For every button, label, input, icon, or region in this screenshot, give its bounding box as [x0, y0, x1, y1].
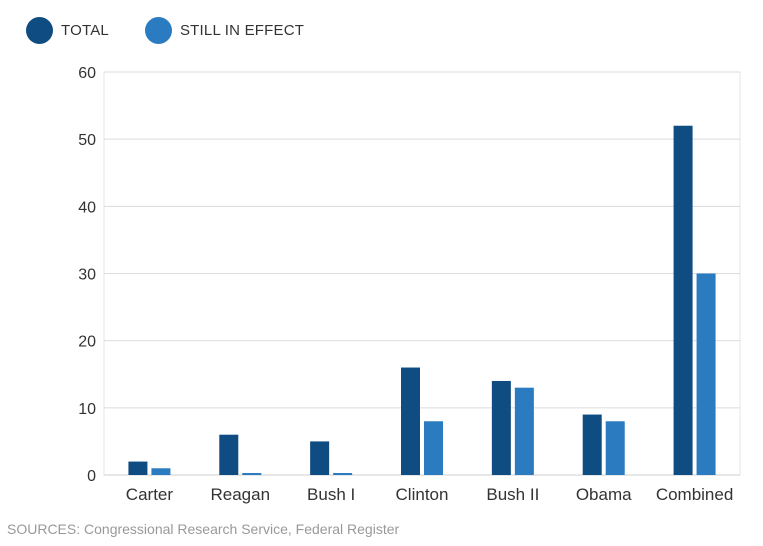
- y-tick-label: 30: [78, 267, 96, 284]
- bar-still-in-effect-bush-i: [333, 473, 353, 475]
- bar-chart: 0 10 20 30 40 50 60 Carter Reagan Bush I Clinton Bu…: [78, 65, 741, 504]
- x-tick-label: Reagan: [211, 485, 271, 504]
- bar-still-in-effect-carter: [151, 468, 171, 475]
- chart-legend: TOTAL STILL IN EFFECT: [26, 17, 340, 44]
- bar-total-reagan: [219, 434, 239, 475]
- x-tick-label: Clinton: [396, 485, 449, 504]
- bar-total-clinton: [401, 367, 420, 475]
- bar-still-in-effect-bush-ii: [514, 387, 534, 475]
- y-tick-label: 40: [78, 199, 96, 216]
- bar-still-in-effect-clinton: [424, 421, 443, 475]
- legend-swatch-total: [26, 17, 53, 44]
- x-tick-label: Obama: [576, 485, 632, 504]
- bar-still-in-effect-reagan: [242, 473, 262, 475]
- bar-total-bush-ii: [491, 380, 511, 475]
- bar-total-combined: [673, 125, 693, 475]
- y-tick-label: 0: [87, 468, 96, 485]
- bar-still-in-effect-obama: [605, 421, 625, 475]
- y-tick-label: 10: [78, 401, 96, 418]
- y-tick-label: 20: [78, 334, 96, 351]
- x-tick-label: Combined: [656, 485, 734, 504]
- x-tick-label: Carter: [126, 485, 174, 504]
- x-tick-label: Bush II: [486, 485, 539, 504]
- legend-label-still-in-effect: STILL IN EFFECT: [179, 22, 305, 39]
- legend-swatch-still-in-effect: [144, 17, 172, 44]
- y-tick-label: 60: [78, 65, 96, 82]
- legend-label-total: TOTAL: [61, 22, 109, 39]
- bar-total-bush-i: [310, 441, 330, 475]
- legend-item-still-in-effect[interactable]: STILL IN EFFECT: [144, 17, 305, 44]
- y-tick-label: 50: [78, 132, 96, 149]
- bar-total-obama: [582, 414, 602, 475]
- source-note: SOURCES: Congressional Research Service,…: [7, 521, 400, 537]
- bar-still-in-effect-combined: [696, 273, 716, 475]
- legend-item-total[interactable]: TOTAL: [26, 17, 109, 44]
- bar-total-carter: [128, 461, 148, 475]
- x-tick-label: Bush I: [307, 485, 355, 504]
